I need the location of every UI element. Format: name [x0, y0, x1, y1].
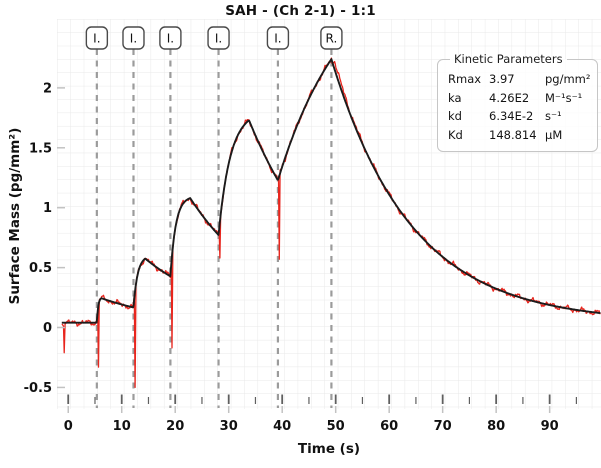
- event-label-box: [266, 26, 290, 50]
- y-tick-label: 1.5: [29, 141, 52, 156]
- y-tick-label: -0.5: [24, 381, 52, 396]
- x-tick-label: 50: [327, 419, 345, 434]
- kinetic-parameters-title: Kinetic Parameters: [454, 52, 563, 66]
- event-label-box: [159, 26, 182, 50]
- event-label-box: [85, 26, 109, 50]
- kinetic-param-name: kd: [448, 109, 462, 123]
- event-label: I.: [93, 32, 100, 46]
- x-tick-label: 90: [541, 419, 559, 434]
- kinetic-param-unit: s⁻¹: [545, 109, 562, 123]
- kinetic-param-name: ka: [448, 90, 462, 105]
- chart-title: SAH - (Ch 2-1) - 1:1: [225, 3, 376, 19]
- y-tick-label: 0: [43, 321, 52, 336]
- kinetic-param-value: 148.814: [489, 127, 537, 142]
- y-tick-label: 1: [43, 201, 52, 216]
- x-axis-title: Time (s): [297, 441, 361, 457]
- kinetic-param-value: 6.34E-2: [489, 109, 534, 123]
- y-axis-title: Surface Mass (pg/mm²): [7, 127, 23, 305]
- kinetic-param-row: ka 4.26E2 M⁻¹s⁻¹: [448, 89, 591, 108]
- event-label-box: [122, 26, 145, 50]
- kinetic-param-unit: pg/mm²: [545, 72, 591, 86]
- kinetic-param-unit: M⁻¹s⁻¹: [545, 90, 583, 105]
- kinetic-param-name: Kd: [448, 127, 463, 142]
- kinetic-param-name: Rmax: [448, 72, 482, 86]
- event-label: I.: [130, 32, 137, 46]
- event-label: R.: [326, 32, 338, 46]
- x-tick-label: 60: [380, 419, 398, 434]
- event-label: I.: [215, 32, 222, 46]
- x-tick-label: 40: [273, 419, 291, 434]
- kinetic-param-value: 4.26E2: [489, 90, 530, 105]
- kinetic-param-row: Kd 148.814 µM: [448, 126, 591, 145]
- kinetic-param-row: Rmax 3.97 pg/mm²: [448, 70, 591, 89]
- kinetic-param-row: kd 6.34E-2 s⁻¹: [448, 107, 591, 126]
- kinetic-parameters-list: Rmax 3.97 pg/mm² ka 4.26E2 M⁻¹s⁻¹ kd 6.34E-2 s⁻¹…: [448, 70, 591, 144]
- x-tick-label: 30: [220, 419, 238, 434]
- x-tick-label: 20: [166, 419, 184, 434]
- kinetic-param-value: 3.97: [489, 72, 515, 86]
- event-label-box: [207, 26, 230, 50]
- event-label: I.: [274, 32, 281, 46]
- kinetic-parameters-panel: Kinetic Parameters Rmax 3.97 pg/mm² ka 4.26E…: [437, 52, 598, 152]
- x-tick-label: 0: [64, 419, 73, 434]
- event-label: I.: [167, 32, 174, 46]
- kinetic-param-unit: µM: [545, 127, 563, 142]
- x-tick-label: 10: [113, 419, 131, 434]
- event-label-box: [320, 26, 343, 50]
- fit-curve: [61, 58, 601, 324]
- x-tick-label: 80: [487, 419, 505, 434]
- x-tick-label: 70: [434, 419, 452, 434]
- y-tick-label: 2: [43, 81, 52, 96]
- y-tick-label: 0.5: [29, 261, 52, 276]
